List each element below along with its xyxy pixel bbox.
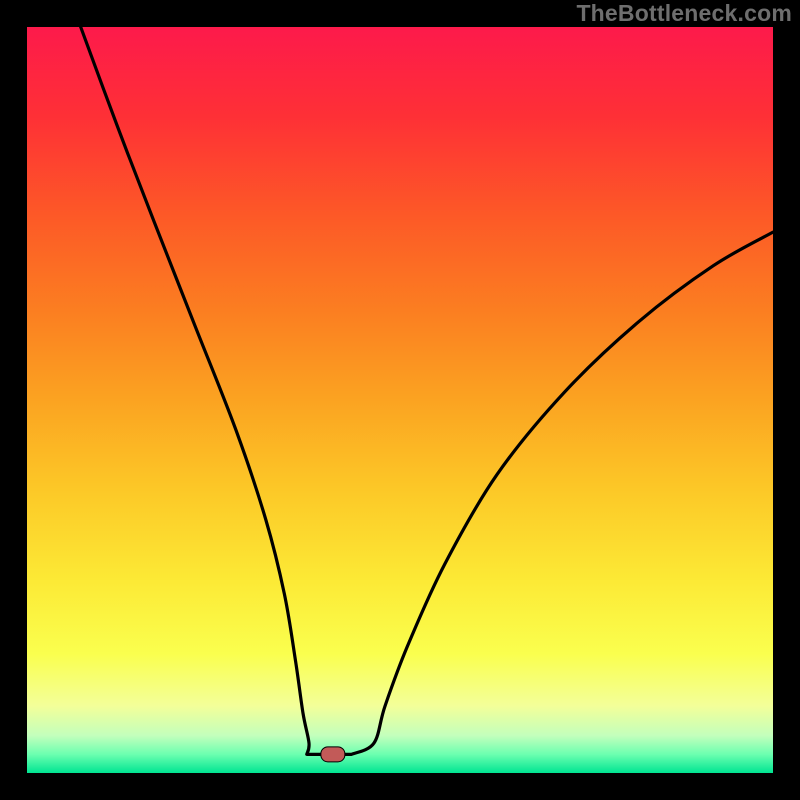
bottleneck-chart: TheBottleneck.com	[0, 0, 800, 800]
optimal-marker	[321, 747, 345, 762]
chart-svg	[0, 0, 800, 800]
